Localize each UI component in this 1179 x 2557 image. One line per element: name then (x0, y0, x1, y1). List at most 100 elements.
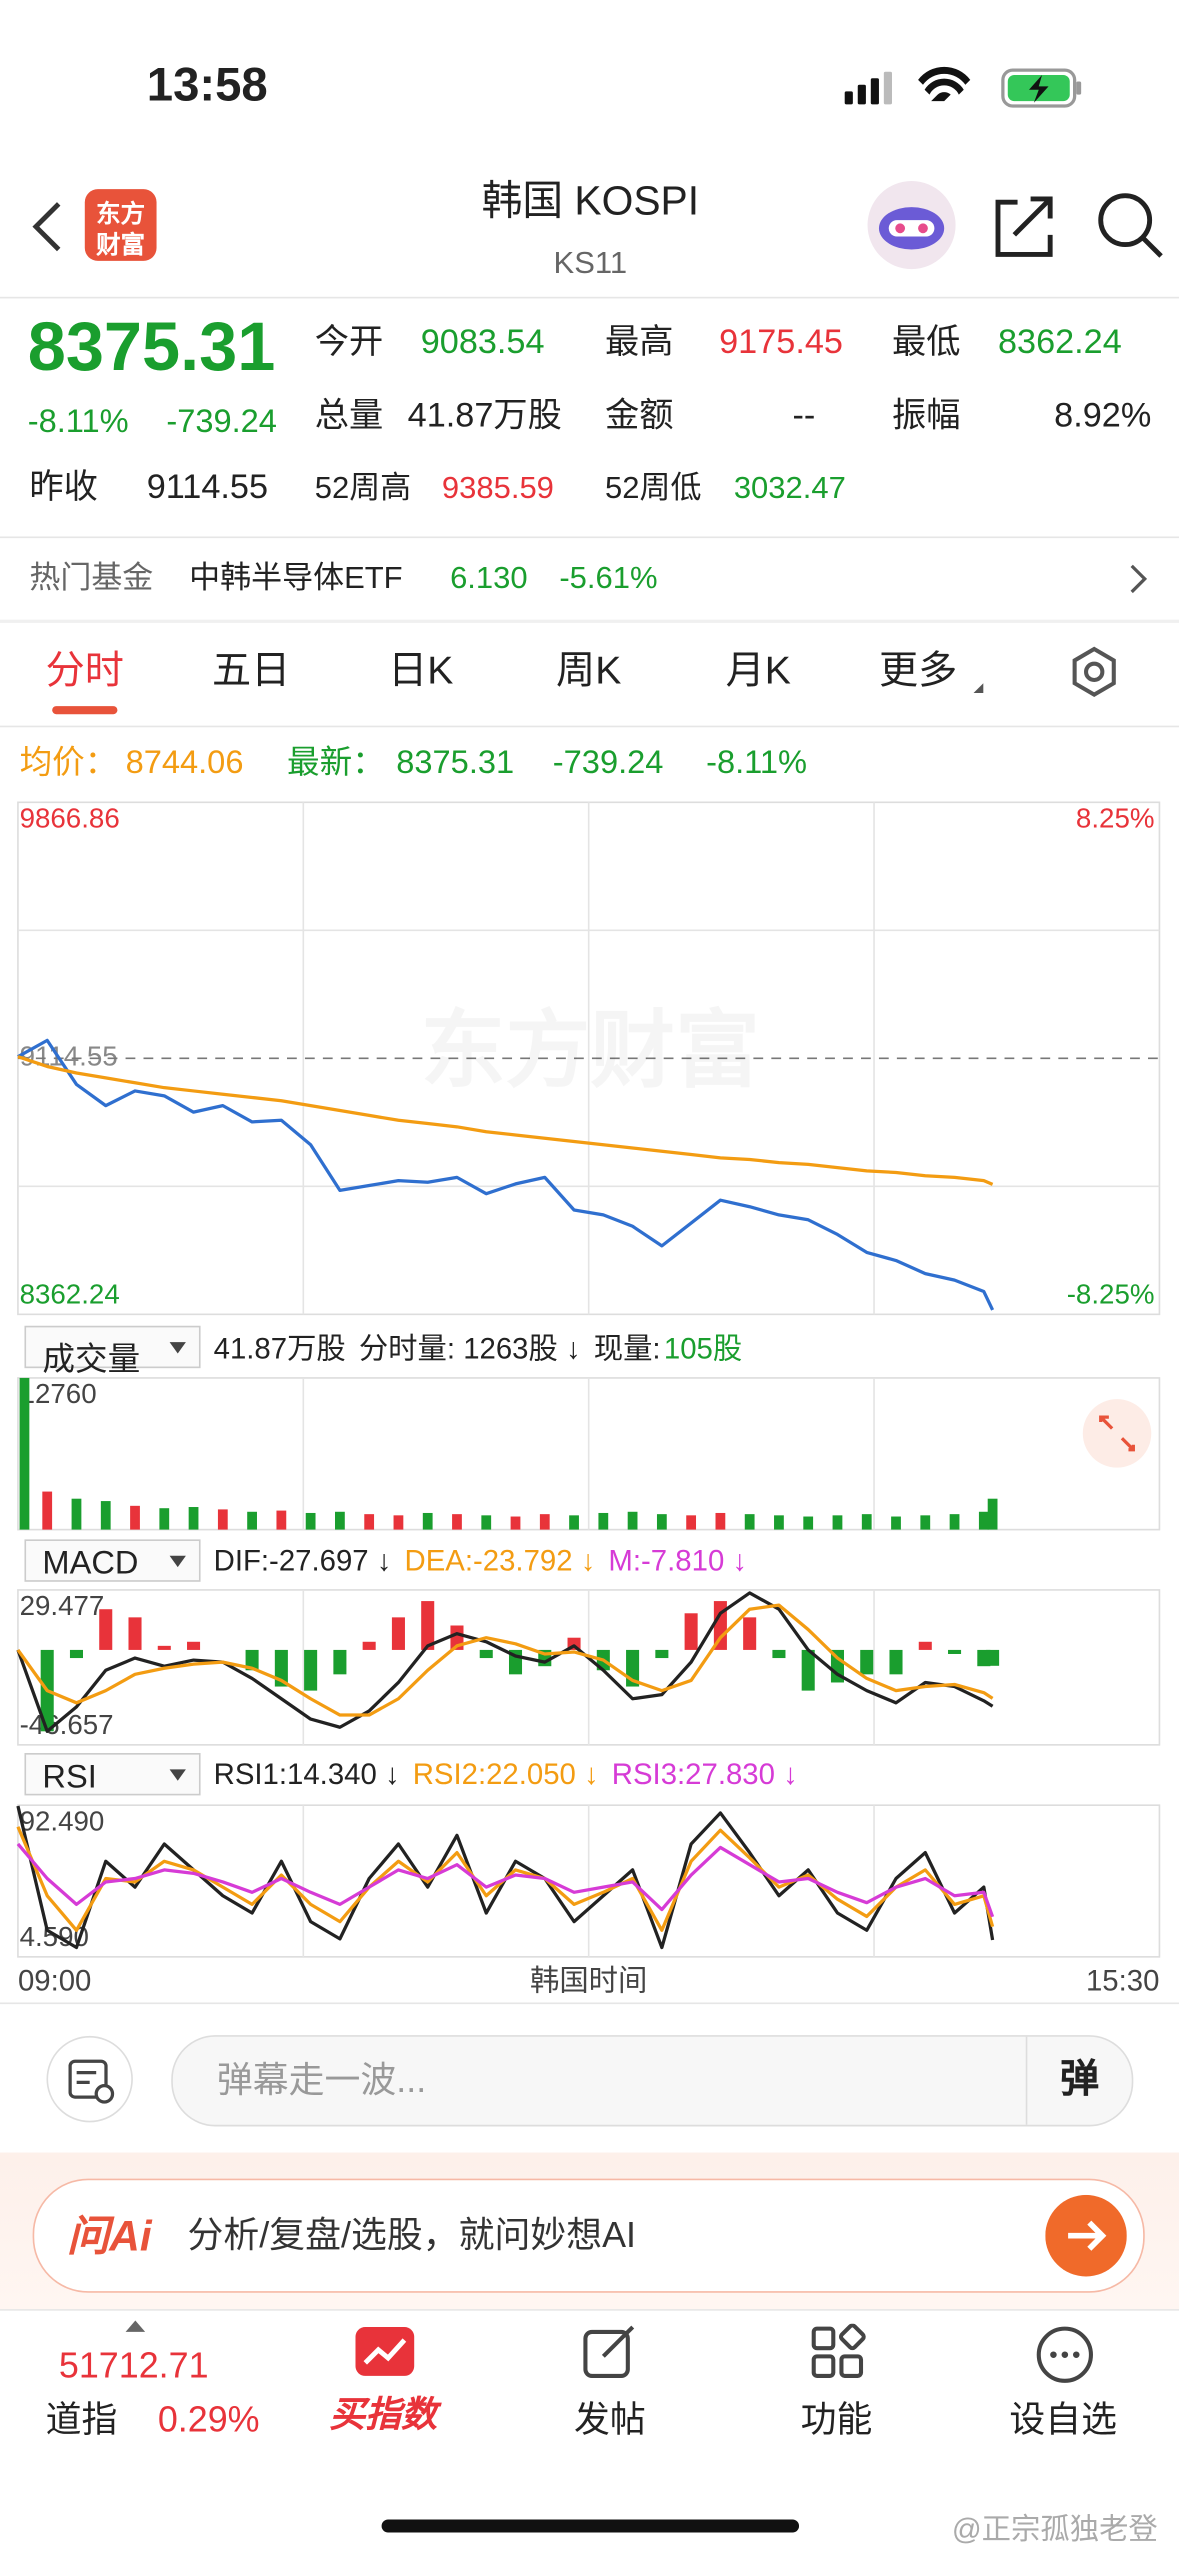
indicator-info: 现量: (593, 1332, 661, 1365)
nav-item[interactable]: 功能 (800, 2398, 873, 2440)
comment-input[interactable]: 弹幕走一波... 弹 (171, 2035, 1134, 2127)
volume-bar (686, 1515, 697, 1530)
legend-entry: M:-7.810 ↓ (608, 1543, 748, 1577)
share-button[interactable] (991, 192, 1059, 260)
volume-bar (627, 1511, 638, 1530)
volume-bar (861, 1514, 872, 1530)
fund-change: -5.61% (559, 561, 658, 597)
indicator-info: 105股 (663, 1332, 743, 1365)
macd-bar (391, 1617, 405, 1650)
ai-avatar[interactable] (864, 179, 959, 270)
code: KS11 (553, 247, 628, 282)
legend-entry: RSI2:22.050 ↓ (412, 1757, 599, 1790)
index-change[interactable]: 0.29% (157, 2398, 260, 2440)
tab[interactable]: 更多 (878, 649, 958, 694)
field-label: 52周低 (604, 472, 702, 507)
tab[interactable]: 月K (725, 649, 791, 694)
logo-text: 财富 (96, 231, 146, 260)
macd-bar (743, 1617, 757, 1650)
volume-bar (598, 1512, 609, 1530)
tab[interactable]: 周K (556, 649, 622, 694)
field-value: 8362.24 (997, 323, 1122, 362)
macd-bar (479, 1649, 493, 1659)
volume-bar (978, 1511, 989, 1530)
nav-icon[interactable] (352, 2324, 417, 2386)
macd-bar (918, 1641, 932, 1650)
macd-bar (421, 1601, 435, 1650)
tab[interactable]: 五日 (211, 649, 291, 694)
index-name[interactable]: 道指 (45, 2398, 118, 2440)
ai-input[interactable]: 问Ai 分析/复盘/选股，就问妙想AI (32, 2178, 1145, 2293)
back-button[interactable] (26, 199, 68, 254)
ai-go[interactable] (1045, 2194, 1127, 2277)
macd-bar (304, 1649, 318, 1691)
divider (0, 725, 1179, 728)
indicator-title: 成交量 (42, 1342, 141, 1378)
volume-bar (276, 1510, 287, 1530)
macd-bar (948, 1649, 962, 1654)
change-pct: -8.11% (27, 404, 129, 441)
nav-item[interactable]: 发帖 (573, 2398, 646, 2440)
volume-bar (987, 1498, 998, 1530)
expand-button[interactable] (1081, 1398, 1153, 1470)
indicator-info: 41.87万股 (213, 1332, 346, 1365)
nav-item[interactable]: 设自选 (1009, 2398, 1118, 2440)
fund-name: 中韩半导体ETF (189, 561, 403, 597)
macd-bar (655, 1649, 669, 1659)
macd-bar (128, 1617, 142, 1650)
indicator-select[interactable]: 成交量 (24, 1325, 201, 1378)
legend-entry: DEA:-23.792 ↓ (404, 1543, 596, 1577)
danmaku-button[interactable]: 弹 (1059, 2057, 1100, 2102)
chevron (1130, 564, 1148, 594)
volume-bar (744, 1514, 755, 1530)
volume-bar (803, 1516, 814, 1530)
legend-entry: RSI3:27.830 ↓ (611, 1757, 798, 1790)
indicator-select[interactable]: MACD (24, 1539, 201, 1582)
tab[interactable]: 日K (388, 649, 454, 694)
field-value: 9114.55 (146, 468, 269, 507)
fund-row[interactable]: 热门基金 中韩半导体ETF 6.130 -5.61% (0, 538, 1179, 620)
volume-bar (949, 1514, 960, 1530)
latest-label: 最新： (287, 745, 385, 782)
volume-bar (891, 1516, 901, 1530)
fund-price: 6.130 (450, 561, 528, 597)
search-button[interactable] (1094, 189, 1166, 261)
volume-bar (71, 1498, 82, 1530)
dropdown-arrow (169, 1342, 186, 1354)
nav-icon[interactable] (1034, 2324, 1096, 2386)
series-line (17, 1038, 995, 1311)
indicator-select[interactable]: RSI (24, 1753, 201, 1796)
macd-bar (684, 1613, 698, 1650)
volume-bar (510, 1516, 521, 1530)
logo-text: 东方 (96, 200, 146, 229)
macd-bar (860, 1649, 874, 1675)
field-label: 最高 (604, 323, 674, 362)
field-value: 9083.54 (420, 323, 545, 362)
divider (0, 536, 1179, 539)
ai-brand: 问Ai (66, 2211, 152, 2261)
nav-icon[interactable] (809, 2323, 868, 2383)
series-line (16, 1603, 994, 1717)
field-label: 昨收 (29, 468, 98, 507)
note-button[interactable] (46, 2035, 134, 2123)
nav-icon[interactable] (581, 2324, 640, 2383)
macd-bar (99, 1609, 113, 1650)
macd-bar (69, 1649, 83, 1659)
index-value[interactable]: 51712.71 (58, 2344, 209, 2386)
divider (1025, 2036, 1028, 2125)
settings-button[interactable] (1068, 646, 1120, 698)
nav-item[interactable]: 买指数 (329, 2393, 438, 2435)
macd-bar (187, 1641, 201, 1650)
field-value: 3032.47 (733, 472, 846, 507)
latest-change-pct: -8.11% (706, 745, 808, 782)
volume-bar (422, 1512, 433, 1530)
tab-active[interactable]: 分时 (45, 649, 124, 694)
macd-bar (333, 1649, 347, 1675)
app-logo: 东方 财富 (84, 189, 157, 261)
field-label: 金额 (604, 397, 674, 435)
title: 韩国 KOSPI (481, 178, 700, 225)
status-time: 13:58 (146, 59, 268, 112)
indicator-title: MACD (42, 1545, 139, 1582)
indicator-header: RSI RSI1:14.340 ↓ RSI2:22.050 ↓ RSI3:27.830… (24, 1751, 798, 1797)
